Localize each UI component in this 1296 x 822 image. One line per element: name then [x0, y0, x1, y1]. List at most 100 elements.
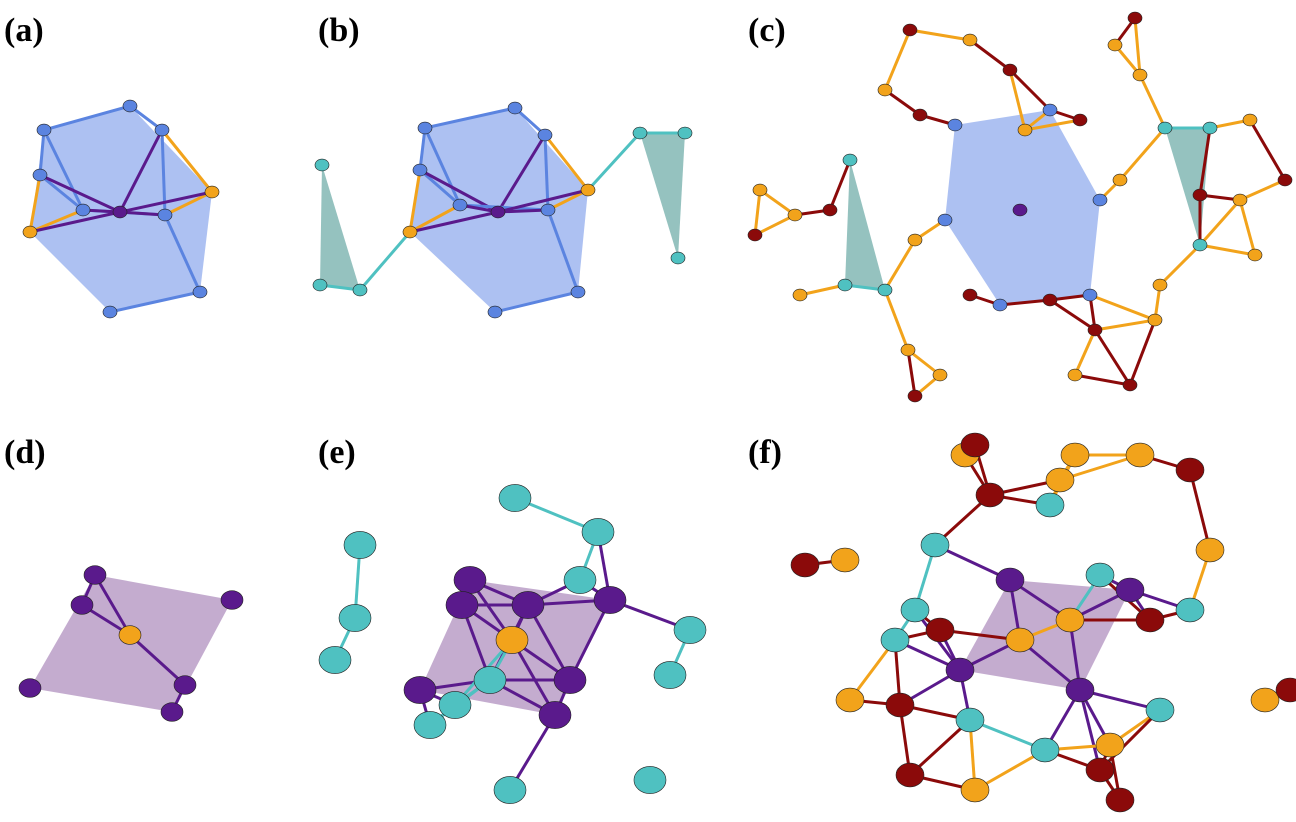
atom — [1115, 577, 1145, 603]
atom — [1127, 11, 1143, 25]
panel-label: (f) — [748, 434, 782, 471]
bond — [1078, 689, 1102, 771]
bond — [1008, 69, 1027, 131]
atom — [907, 233, 923, 247]
atom — [581, 518, 615, 546]
triangle — [640, 133, 685, 258]
bond — [1093, 329, 1132, 386]
atom — [1277, 173, 1293, 187]
atom — [538, 701, 572, 729]
atom — [900, 597, 930, 623]
atom — [830, 547, 860, 573]
atom — [173, 675, 197, 695]
atom — [83, 565, 107, 585]
atom — [343, 531, 377, 559]
atom — [787, 208, 803, 222]
atom — [1125, 442, 1155, 468]
atom — [955, 707, 985, 733]
atom — [1065, 677, 1095, 703]
bond — [419, 168, 461, 207]
atom — [1042, 293, 1058, 307]
atom — [36, 123, 52, 137]
atom — [1175, 457, 1205, 483]
atom — [962, 288, 978, 302]
bond — [1188, 469, 1212, 551]
bond — [883, 239, 917, 291]
bond — [1133, 17, 1142, 76]
bond — [884, 88, 921, 117]
atom — [902, 23, 918, 37]
bond — [508, 714, 557, 791]
bond — [908, 718, 972, 777]
bond — [906, 349, 917, 397]
bond — [1248, 119, 1287, 181]
atom — [912, 108, 928, 122]
atom — [1095, 732, 1125, 758]
atom — [1085, 562, 1115, 588]
bond — [969, 38, 1011, 72]
atom — [673, 616, 707, 644]
bond — [546, 209, 580, 293]
atom — [70, 595, 94, 615]
atom — [314, 158, 330, 172]
atom — [570, 285, 586, 299]
bond — [547, 188, 589, 212]
atom — [633, 766, 667, 794]
atom — [1175, 597, 1205, 623]
atom — [1195, 537, 1225, 563]
bond — [409, 203, 461, 234]
atom — [22, 225, 38, 239]
panel-label: (b) — [318, 12, 360, 49]
bond — [1074, 373, 1131, 387]
atom — [452, 198, 468, 212]
bond — [109, 290, 201, 314]
bond — [39, 173, 84, 212]
atom — [677, 126, 693, 140]
bond — [1049, 298, 1096, 332]
bond — [28, 174, 42, 233]
atom — [1192, 188, 1208, 202]
bond — [1024, 118, 1081, 132]
bond — [38, 129, 46, 176]
atom — [653, 661, 687, 689]
atom — [563, 566, 597, 594]
bond — [29, 208, 84, 234]
atom — [1132, 68, 1148, 82]
atom — [1147, 313, 1163, 327]
bond — [163, 214, 202, 293]
atom — [835, 687, 865, 713]
bond — [494, 290, 579, 314]
bond — [1198, 199, 1242, 246]
atom — [747, 228, 763, 242]
bond — [39, 173, 121, 214]
atom — [1042, 103, 1058, 117]
atom — [412, 163, 428, 177]
atom — [1002, 63, 1018, 77]
bond — [43, 104, 131, 132]
bond — [828, 159, 852, 211]
atom — [537, 128, 553, 142]
atom — [352, 283, 368, 297]
bond — [1199, 243, 1256, 257]
atom — [498, 484, 532, 512]
atom — [1192, 238, 1208, 252]
atom — [1030, 737, 1060, 763]
triangle — [1165, 128, 1210, 245]
atom — [945, 657, 975, 683]
bond — [497, 188, 589, 214]
atom — [593, 586, 627, 614]
bond — [118, 129, 164, 213]
atom — [417, 121, 433, 135]
atom — [670, 251, 686, 265]
atom — [493, 776, 527, 804]
atom — [403, 676, 437, 704]
atom — [877, 83, 893, 97]
atom — [540, 203, 556, 217]
bond — [1094, 318, 1156, 332]
shapes — [30, 106, 1210, 715]
atom — [1035, 492, 1065, 518]
bond — [1239, 178, 1286, 202]
atom — [1107, 38, 1123, 52]
panel-label: (d) — [4, 434, 46, 471]
atom — [907, 389, 923, 403]
